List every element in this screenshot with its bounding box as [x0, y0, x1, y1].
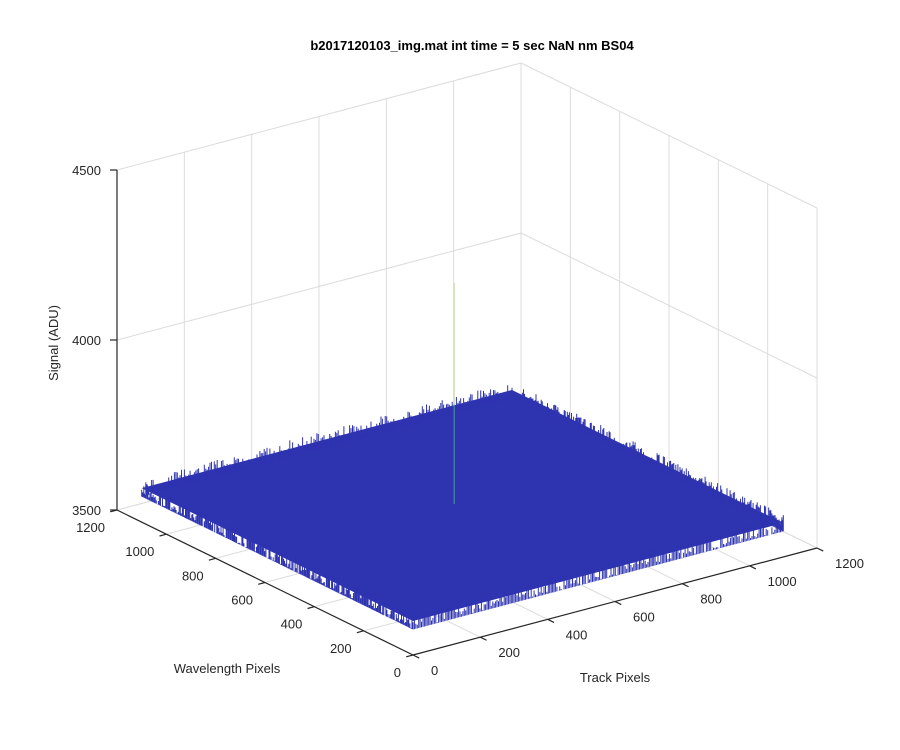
x-tick-mark — [749, 565, 757, 570]
y-tick-mark — [159, 533, 167, 537]
x-tick-mark — [480, 636, 487, 641]
x-tick-mark — [412, 654, 420, 659]
y-tick-label: 1000 — [125, 544, 154, 559]
z-tick-label: 4000 — [72, 333, 101, 348]
y-tick-mark — [258, 581, 266, 585]
y-tick-label: 800 — [182, 568, 204, 583]
y-tick-mark — [208, 557, 216, 561]
surface-noise — [141, 385, 784, 630]
z-tick-label: 3500 — [72, 503, 101, 518]
z-tick-label: 4500 — [72, 163, 101, 178]
y-tick-mark — [406, 654, 414, 658]
y-tick-mark — [307, 606, 315, 610]
back-wall-grid-line — [520, 62, 818, 209]
back-wall-grid-line — [116, 232, 522, 341]
chart-title: b2017120103_img.mat int time = 5 sec NaN… — [310, 38, 634, 53]
x-tick-mark — [614, 600, 622, 606]
y-tick-label: 0 — [394, 665, 401, 680]
x-tick-label: 1000 — [768, 574, 797, 589]
y-tick-label: 1200 — [76, 520, 105, 535]
y-tick-label: 600 — [231, 593, 253, 608]
x-tick-label: 0 — [431, 663, 438, 678]
back-wall-grid-line — [520, 232, 818, 379]
y-tick-label: 200 — [330, 641, 352, 656]
x-tick-label: 200 — [498, 645, 520, 660]
y-tick-mark — [356, 630, 364, 634]
surface-layer — [141, 282, 784, 630]
y-axis-label: Wavelength Pixels — [174, 661, 281, 676]
x-tick-mark — [816, 547, 824, 552]
x-tick-label: 800 — [700, 592, 722, 607]
x-tick-mark — [547, 618, 555, 623]
axis-layer: 0 200 400 600 800 1000 1200 0 200 400 600 800 1000 12… — [72, 163, 864, 680]
back-wall-grid-line — [116, 62, 522, 171]
x-axis-label: Track Pixels — [580, 670, 651, 685]
z-axis-label: Signal (ADU) — [46, 305, 61, 381]
y-tick-label: 400 — [281, 617, 303, 632]
x-tick-mark — [682, 583, 689, 588]
x-tick-label: 400 — [566, 627, 588, 642]
x-tick-label: 1200 — [835, 556, 864, 571]
x-tick-label: 600 — [633, 610, 655, 625]
